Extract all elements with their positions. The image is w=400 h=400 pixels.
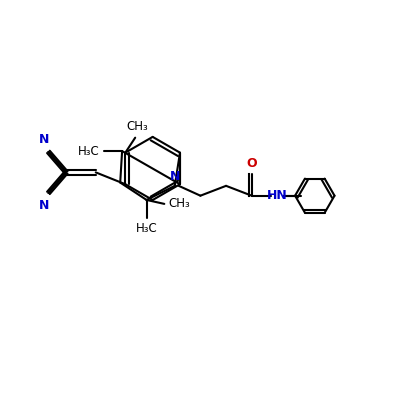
Text: N: N	[39, 133, 50, 146]
Text: N: N	[170, 170, 180, 183]
Text: N: N	[39, 199, 50, 212]
Text: CH₃: CH₃	[126, 120, 148, 133]
Text: HN: HN	[267, 189, 288, 202]
Text: H₃C: H₃C	[78, 144, 100, 158]
Text: CH₃: CH₃	[168, 197, 190, 210]
Text: O: O	[246, 157, 257, 170]
Text: H₃C: H₃C	[136, 222, 158, 236]
